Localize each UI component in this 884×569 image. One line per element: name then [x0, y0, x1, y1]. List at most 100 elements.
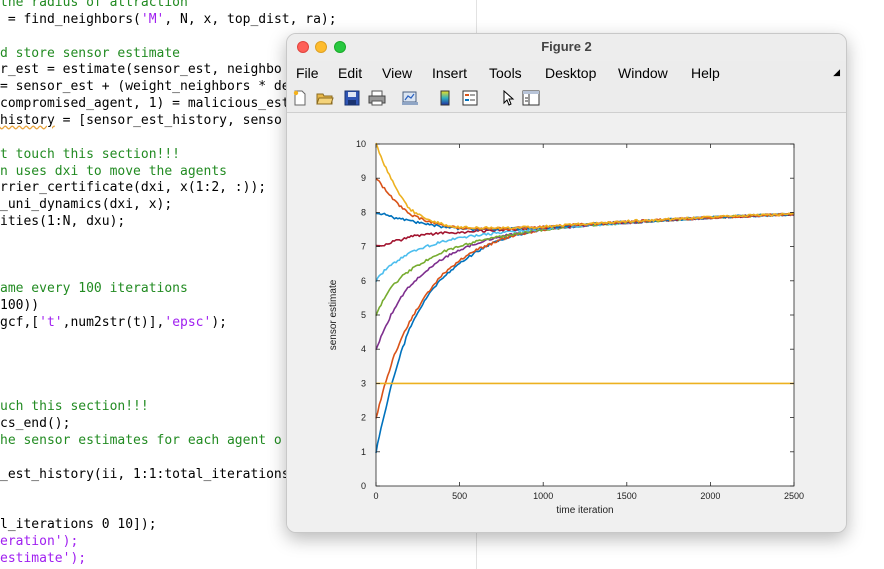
code-token: eration');: [0, 534, 79, 550]
y-axis-label: sensor estimate: [328, 279, 339, 350]
x-tick-label: 1000: [533, 491, 553, 501]
open-file-icon[interactable]: [316, 89, 334, 107]
code-line[interactable]: n uses dxi to move the agents: [0, 164, 227, 180]
code-line[interactable]: eration');: [0, 534, 78, 550]
code-token: rrier_certificate(dxi, x(1:2, :));: [0, 180, 267, 196]
y-tick-label: 9: [361, 173, 366, 183]
save-icon[interactable]: [343, 89, 361, 107]
menu-bar: File Edit View Insert Tools Desktop Wind…: [287, 61, 846, 85]
link-plot-icon[interactable]: [401, 89, 419, 107]
y-tick-label: 3: [361, 378, 366, 388]
code-line[interactable]: = find_neighbors('M', N, x, top_dist, ra…: [0, 12, 337, 28]
code-token: 'epsc': [164, 315, 212, 331]
code-line[interactable]: the radius of attraction: [0, 0, 188, 11]
code-token: ities(1:N, dxu);: [0, 214, 126, 230]
code-token: 't': [39, 315, 63, 331]
menu-window[interactable]: Window: [618, 65, 668, 81]
y-tick-label: 2: [361, 413, 366, 423]
x-axis-label: time iteration: [556, 505, 613, 516]
figure-toolbar: [287, 85, 846, 113]
code-token: = find_neighbors(: [0, 11, 141, 27]
code-token: _est_history(ii, 1:1:total_iterations: [0, 466, 290, 482]
plot-area: [376, 144, 794, 486]
menu-insert[interactable]: Insert: [432, 65, 468, 81]
code-token: 'M': [140, 11, 165, 27]
code-token: the radius of attraction: [0, 0, 188, 10]
code-line[interactable]: _uni_dynamics(dxi, x);: [0, 197, 172, 213]
figure-window[interactable]: Figure 2 File Edit View Insert Tools Des…: [286, 33, 847, 533]
code-token: = sensor_est + (weight_neighbors * de: [0, 79, 290, 95]
y-tick-label: 5: [361, 310, 366, 320]
code-token: cs_end();: [0, 416, 71, 432]
x-tick-label: 1500: [617, 491, 637, 501]
code-token: = [sensor_est_history, senso: [54, 112, 282, 128]
code-token: compromised_agent, 1) = malicious_est: [0, 96, 290, 112]
code-line[interactable]: cs_end();: [0, 416, 70, 432]
code-token: d store sensor estimate: [0, 45, 181, 61]
legend-icon[interactable]: [461, 89, 479, 107]
code-token: 100)): [0, 298, 40, 314]
y-axis-ticks: 0 1 2 3 4 5 6 7 8 9 10: [356, 139, 794, 491]
window-titlebar[interactable]: Figure 2: [287, 34, 846, 61]
code-token: );: [211, 315, 227, 331]
code-line[interactable]: estimate');: [0, 551, 86, 567]
code-line[interactable]: rrier_certificate(dxi, x(1:2, :));: [0, 180, 266, 196]
code-line[interactable]: l_iterations 0 10]);: [0, 517, 157, 533]
x-tick-label: 2000: [700, 491, 720, 501]
menu-file[interactable]: File: [296, 65, 319, 81]
code-token: ame every 100 iterations: [0, 281, 188, 297]
code-line[interactable]: ame every 100 iterations: [0, 281, 188, 297]
code-line[interactable]: gcf,['t',num2str(t)],'epsc');: [0, 315, 227, 331]
code-line[interactable]: he sensor estimates for each agent o: [0, 433, 282, 449]
print-icon[interactable]: [368, 89, 386, 107]
code-line[interactable]: 100)): [0, 298, 39, 314]
property-inspector-icon[interactable]: [522, 89, 540, 107]
y-tick-label: 0: [361, 481, 366, 491]
code-line[interactable]: d store sensor estimate: [0, 46, 180, 62]
code-line[interactable]: r_est = estimate(sensor_est, neighbo: [0, 62, 282, 78]
pointer-icon[interactable]: [499, 89, 517, 107]
new-figure-icon[interactable]: [291, 89, 309, 107]
menu-help[interactable]: Help: [691, 65, 720, 81]
x-tick-label: 0: [373, 491, 378, 501]
menu-view[interactable]: View: [382, 65, 413, 81]
y-tick-label: 6: [361, 276, 366, 286]
x-axis-ticks: 0 500 1000 1500 2000 2500: [373, 144, 804, 501]
code-line[interactable]: history = [sensor_est_history, senso: [0, 113, 282, 129]
y-tick-label: 8: [361, 207, 366, 217]
code-token: gcf,[: [0, 315, 40, 331]
y-tick-label: 1: [361, 447, 366, 457]
figure-canvas[interactable]: 0 500 1000 1500 2000 2500 0 1 2 3 4 5 6 7 8 9 10 time i…: [287, 113, 846, 532]
code-line[interactable]: _est_history(ii, 1:1:total_iterations: [0, 467, 290, 483]
code-token: , N, x, top_dist, ra);: [164, 11, 337, 27]
code-line[interactable]: compromised_agent, 1) = malicious_est: [0, 96, 290, 112]
menu-edit[interactable]: Edit: [338, 65, 363, 81]
code-line[interactable]: t touch this section!!!: [0, 147, 180, 163]
y-tick-label: 10: [356, 139, 366, 149]
x-tick-label: 500: [452, 491, 467, 501]
line-chart[interactable]: 0 500 1000 1500 2000 2500 0 1 2 3 4 5 6 7 8 9 10 time i…: [287, 113, 846, 532]
menu-desktop[interactable]: Desktop: [545, 65, 597, 81]
code-line[interactable]: ities(1:N, dxu);: [0, 214, 125, 230]
code-token: n uses dxi to move the agents: [0, 163, 227, 179]
close-window-button[interactable]: [297, 41, 309, 53]
series-line-10: [375, 142, 795, 230]
code-line[interactable]: uch this section!!!: [0, 399, 149, 415]
y-tick-label: 4: [361, 344, 366, 354]
colorbar-icon[interactable]: [436, 89, 454, 107]
code-token: ,num2str(t)],: [62, 315, 165, 331]
code-token: l_iterations 0 10]);: [0, 517, 157, 533]
code-token: uch this section!!!: [0, 399, 149, 415]
code-token: he sensor estimates for each agent o: [0, 433, 282, 449]
menu-tools[interactable]: Tools: [489, 65, 522, 81]
window-title: Figure 2: [541, 39, 592, 54]
code-line[interactable]: = sensor_est + (weight_neighbors * de: [0, 79, 290, 95]
code-token: r_est = estimate(sensor_est, neighbo: [0, 62, 282, 78]
menu-overflow-arrow-icon[interactable]: ◢: [833, 67, 840, 77]
y-tick-label: 7: [361, 242, 366, 252]
code-token: estimate');: [0, 551, 87, 567]
minimize-window-button[interactable]: [315, 41, 327, 53]
code-token: t touch this section!!!: [0, 146, 181, 162]
maximize-window-button[interactable]: [334, 41, 346, 53]
